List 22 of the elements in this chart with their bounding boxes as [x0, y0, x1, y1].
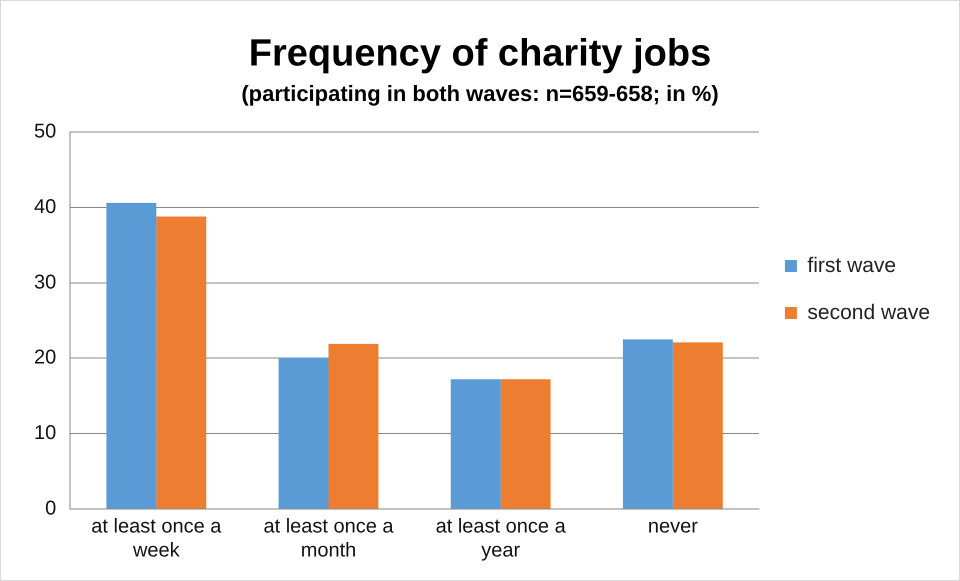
bar [278, 357, 328, 508]
legend-label: first wave [807, 254, 896, 277]
bar [672, 342, 723, 508]
chart-subtitle: (participating in both waves: n=659-658; in %) [241, 80, 719, 106]
chart-title: Frequency of charity jobs [248, 32, 712, 74]
x-tick-label: at least once a month [263, 516, 394, 562]
bar [450, 379, 501, 508]
x-tick-label: at least once a week [91, 516, 222, 562]
y-tick-label: 50 [34, 120, 56, 143]
bar [622, 339, 673, 508]
bar [156, 216, 206, 508]
bar [106, 202, 156, 508]
bar [500, 379, 551, 508]
y-tick-label: 20 [34, 346, 56, 369]
bar [328, 344, 378, 508]
x-tick-label: never [648, 516, 698, 538]
x-tick-label: at least once a year [436, 516, 567, 562]
y-tick-label: 30 [34, 271, 56, 294]
y-tick-label: 40 [34, 196, 56, 218]
y-tick-label: 0 [45, 498, 56, 520]
y-tick-label: 10 [34, 422, 56, 444]
legend-label: second wave [807, 300, 930, 324]
